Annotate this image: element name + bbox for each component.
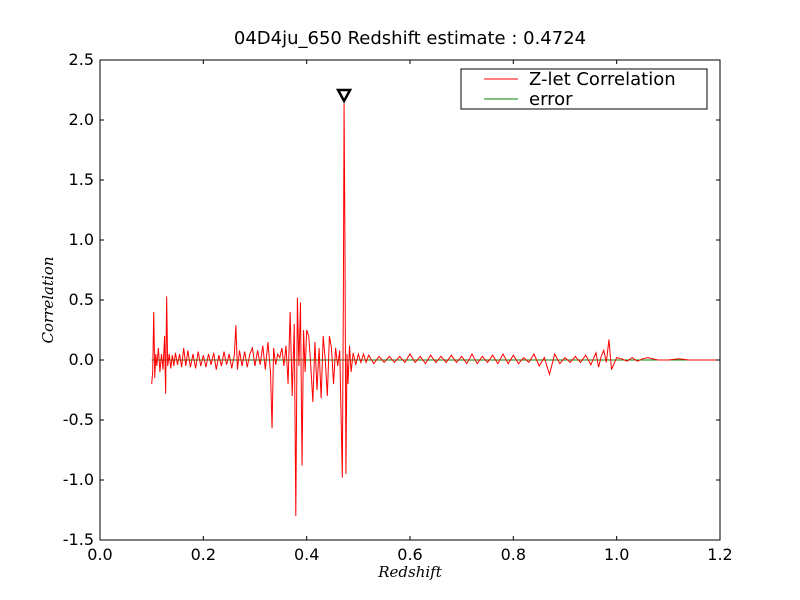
x-tick-label: 1.0 [604,545,629,564]
y-tick-label: -0.5 [63,410,94,429]
y-tick-label: 1.5 [69,170,94,189]
legend: Z-let Correlation error [460,68,708,110]
x-tick-label: 0.6 [397,545,422,564]
y-axis-ticks: 2.5 2.0 1.5 1.0 0.5 0.0 -0.5 -1.0 -1.5 [63,50,720,549]
legend-label-error: error [529,89,573,110]
x-tick-label: 0.2 [191,545,216,564]
redshift-marker [335,88,353,104]
x-axis-label: Redshift [377,563,442,581]
x-tick-label: 0.4 [294,545,319,564]
y-tick-label: -1.5 [63,530,94,549]
y-tick-label: 0.5 [69,290,94,309]
x-tick-label: 1.2 [707,545,732,564]
x-tick-label: 0.8 [501,545,526,564]
plot-area [100,60,720,540]
marker-layer [335,88,353,104]
y-tick-label: 1.0 [69,230,94,249]
y-tick-label: 2.0 [69,110,94,129]
x-tick-label: 0.0 [87,545,112,564]
series-layer [151,103,720,517]
legend-label-correlation: Z-let Correlation [529,69,676,90]
y-tick-label: -1.0 [63,470,94,489]
y-tick-label: 2.5 [69,50,94,69]
x-axis-ticks: 0.0 0.2 0.4 0.6 0.8 1.0 1.2 [87,60,733,564]
y-axis-label: Correlation [39,257,57,344]
y-tick-label: 0.0 [69,350,94,369]
legend-frame [460,68,708,110]
chart-title: 04D4ju_650 Redshift estimate : 0.4724 [234,28,586,49]
series-line-correlation [151,103,720,517]
